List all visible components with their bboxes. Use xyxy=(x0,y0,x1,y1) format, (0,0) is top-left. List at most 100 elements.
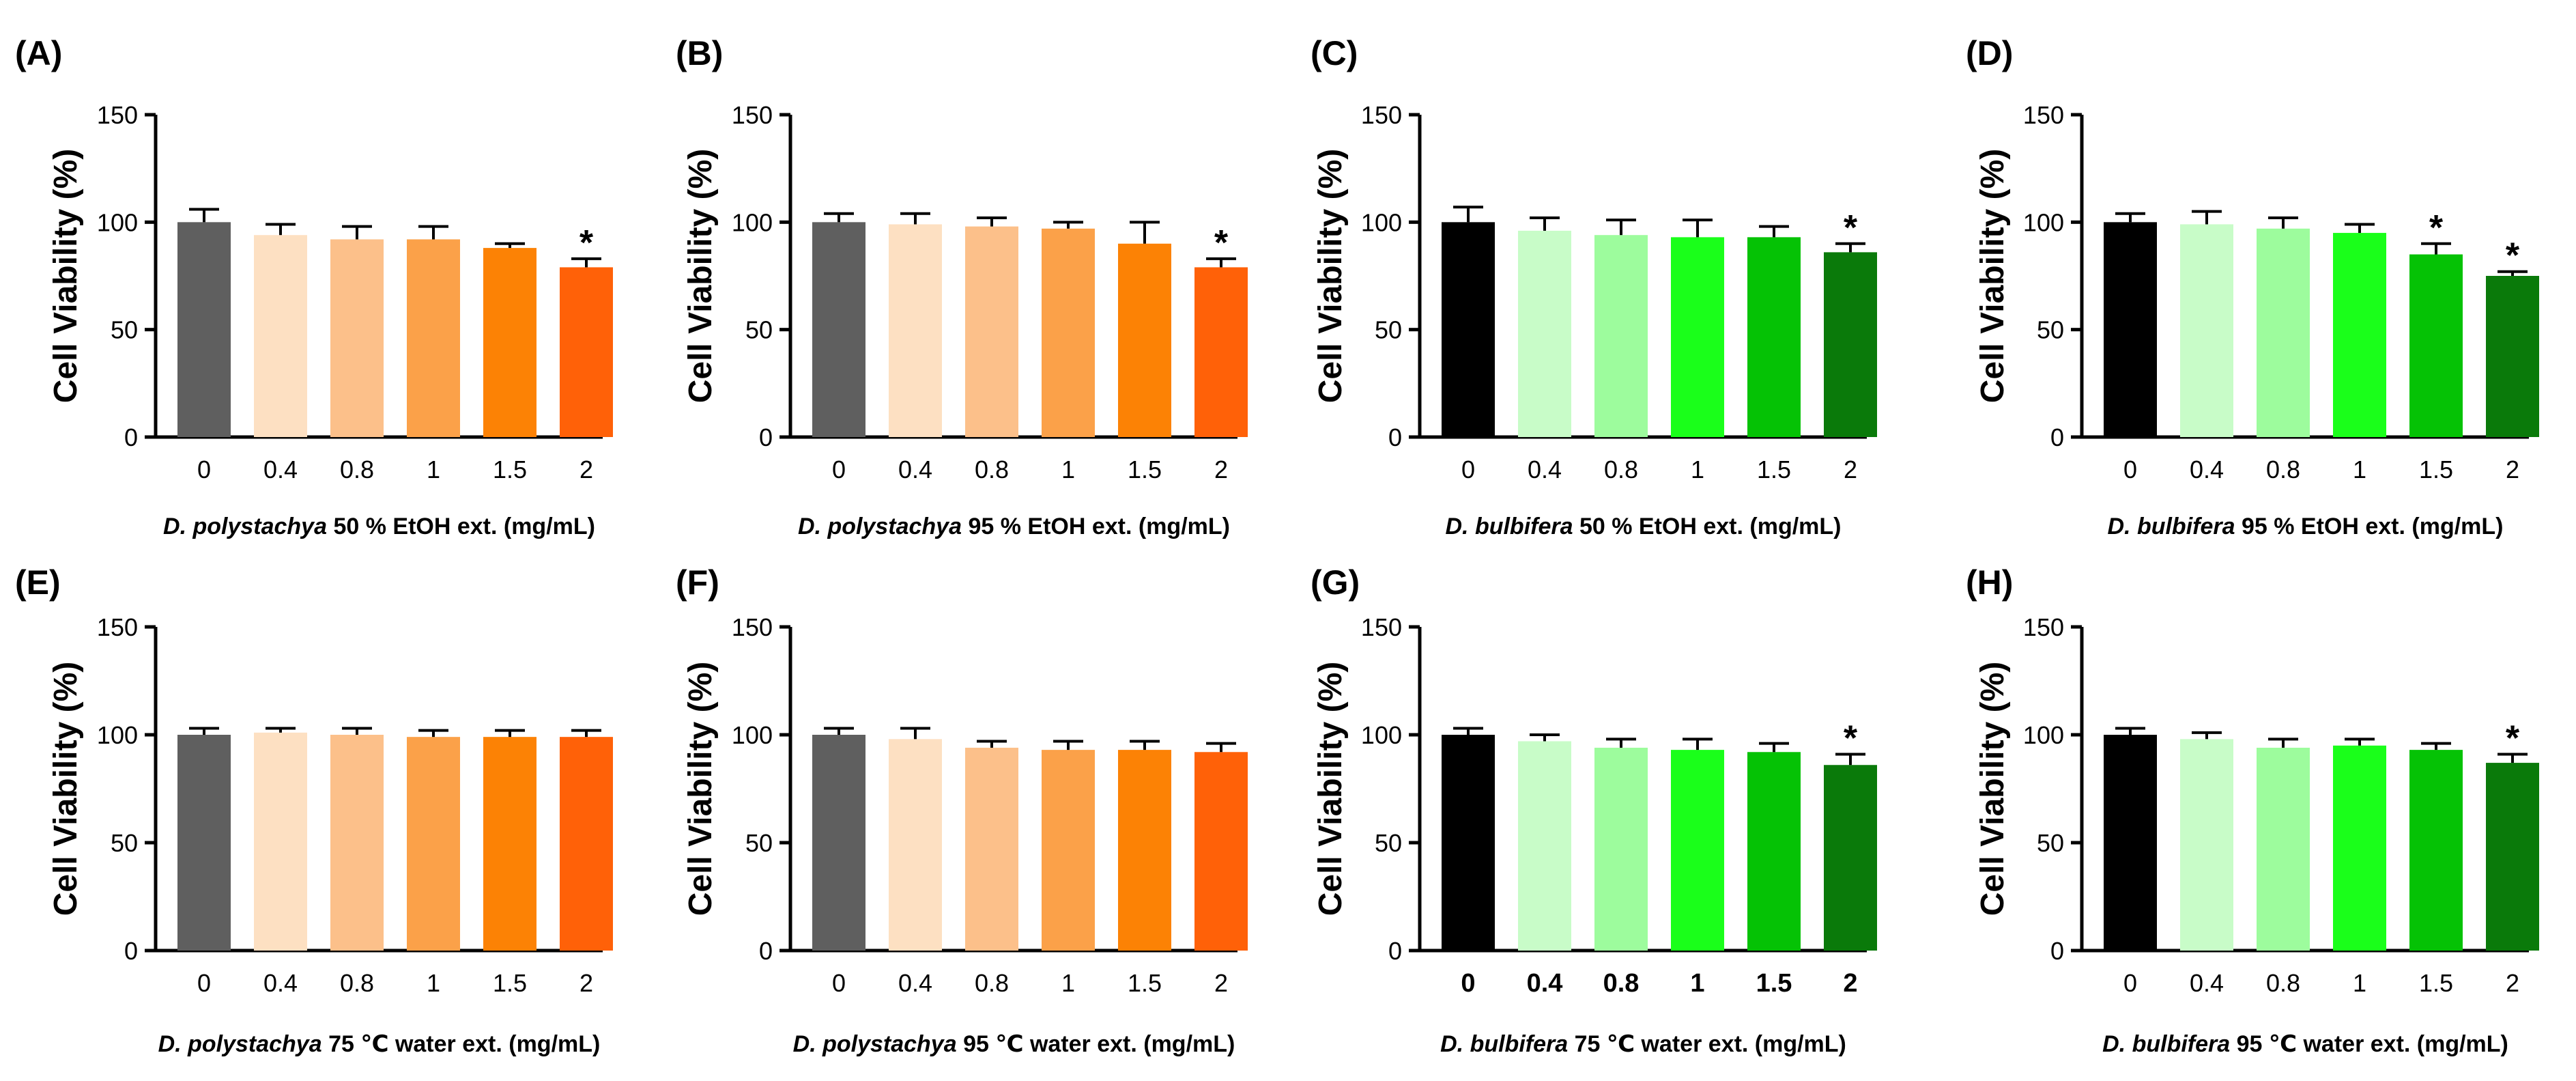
x-tick-label: 1 xyxy=(2353,455,2366,483)
y-tick-label: 0 xyxy=(2050,423,2064,451)
bar xyxy=(1194,752,1248,951)
bar xyxy=(1747,752,1801,951)
bar xyxy=(2257,747,2310,951)
bar xyxy=(254,235,307,437)
bar xyxy=(1442,222,1495,437)
x-axis-label-species: D. polystachya xyxy=(798,514,962,539)
panel-a: (A) Cell Viability (%) 0 50 100 150 0 0.4 0.8 1 1.… xyxy=(15,34,613,539)
y-tick-label: 150 xyxy=(1361,613,1402,641)
x-tick-label: 1 xyxy=(427,969,440,997)
y-axis-label: Cell Viability (%) xyxy=(1975,662,2011,916)
x-tick-label: 1.5 xyxy=(493,969,527,997)
x-axis-label-species: D. bulbifera xyxy=(1446,514,1573,539)
y-axis-label: Cell Viability (%) xyxy=(683,149,719,404)
x-axis-label: D. polystachya 95 % EtOH ext. (mg/mL) xyxy=(798,514,1230,539)
x-axis-label-rest: 95 ℃ water ext. (mg/mL) xyxy=(957,1031,1235,1057)
y-axis-label: Cell Viability (%) xyxy=(1975,149,2011,404)
bar xyxy=(2180,739,2233,951)
y-tick-label: 100 xyxy=(2023,208,2064,236)
x-tick-label: 1.5 xyxy=(2419,455,2453,483)
bar xyxy=(2180,224,2233,437)
bar xyxy=(965,747,1018,951)
x-tick-label: 1.5 xyxy=(1128,969,1162,997)
x-tick-label: 0.8 xyxy=(2266,969,2300,997)
bar xyxy=(1042,228,1095,437)
x-tick-label: 0.8 xyxy=(975,969,1009,997)
x-tick-label: 1 xyxy=(2353,969,2366,997)
y-tick-label: 50 xyxy=(2037,829,2064,857)
x-tick-label: 0 xyxy=(1461,455,1475,483)
y-tick-label: 0 xyxy=(759,423,773,451)
y-axis-label: Cell Viability (%) xyxy=(48,149,84,404)
panel-h: (H) Cell Viability (%) 0 50 100 150 0 0.4 0.8 1 1.… xyxy=(1966,563,2539,1057)
bar xyxy=(1671,750,1724,951)
bar xyxy=(2409,254,2463,437)
y-axis-label: Cell Viability (%) xyxy=(1313,662,1349,916)
y-tick-label: 150 xyxy=(732,101,773,129)
x-axis-label-rest: 50 % EtOH ext. (mg/mL) xyxy=(1573,514,1842,539)
y-tick-label: 100 xyxy=(1361,208,1402,236)
bar xyxy=(2409,750,2463,951)
bar xyxy=(2333,745,2386,951)
bar xyxy=(1194,267,1248,437)
bar xyxy=(1594,747,1648,951)
x-tick-label: 1.5 xyxy=(493,455,527,483)
x-tick-label: 0.4 xyxy=(1528,455,1562,483)
bar xyxy=(2257,228,2310,437)
x-axis-label-rest: 95 % EtOH ext. (mg/mL) xyxy=(962,514,1230,539)
x-axis-label: D. bulbifera 50 % EtOH ext. (mg/mL) xyxy=(1446,514,1842,539)
x-tick-label: 0.4 xyxy=(898,455,932,483)
bar xyxy=(1747,237,1801,437)
x-axis-label-species: D. polystachya xyxy=(163,514,327,539)
x-tick-label: 0.8 xyxy=(340,969,374,997)
x-axis-label-species: D. polystachya xyxy=(793,1031,957,1057)
panel-g: (G) Cell Viability (%) 0 50 100 150 0 0.4 0.8 1 1.… xyxy=(1311,563,1877,1057)
x-tick-label: 0.4 xyxy=(898,969,932,997)
significance-marker: * xyxy=(1214,223,1229,263)
panel-letter: (H) xyxy=(1966,563,2013,602)
bar xyxy=(560,737,613,951)
x-tick-label: 0.4 xyxy=(2190,969,2224,997)
y-axis-label: Cell Viability (%) xyxy=(1313,149,1349,404)
x-tick-label: 1 xyxy=(1691,455,1704,483)
x-axis-label-rest: 50 % EtOH ext. (mg/mL) xyxy=(327,514,595,539)
y-tick-label: 50 xyxy=(1375,316,1402,344)
significance-marker: * xyxy=(2506,718,2520,758)
x-axis-label-rest: 95 ℃ water ext. (mg/mL) xyxy=(2230,1031,2508,1057)
panel-f: (F) Cell Viability (%) 0 50 100 150 0 0.4 0.8 1 1.… xyxy=(676,563,1248,1057)
y-tick-label: 150 xyxy=(1361,101,1402,129)
x-axis-label-species: D. bulbifera xyxy=(1440,1031,1568,1057)
x-axis-label: D. bulbifera 75 ℃ water ext. (mg/mL) xyxy=(1440,1031,1846,1057)
bar xyxy=(1442,735,1495,951)
panel-e: (E) Cell Viability (%) 0 50 100 150 0 0.4 0.8 1 1.… xyxy=(15,563,613,1057)
y-tick-label: 150 xyxy=(2023,101,2064,129)
bar xyxy=(1824,765,1877,951)
panel-letter: (B) xyxy=(676,34,723,72)
panel-letter: (E) xyxy=(15,563,61,602)
bar xyxy=(2486,276,2539,437)
y-tick-label: 50 xyxy=(745,829,773,857)
x-axis-label: D. polystachya 95 ℃ water ext. (mg/mL) xyxy=(793,1031,1235,1057)
x-axis-label-rest: 95 % EtOH ext. (mg/mL) xyxy=(2235,514,2504,539)
x-tick-label: 1.5 xyxy=(1128,455,1162,483)
bar xyxy=(2104,222,2157,437)
bar xyxy=(330,735,384,951)
y-tick-label: 100 xyxy=(732,208,773,236)
x-tick-label: 0.8 xyxy=(340,455,374,483)
significance-marker: * xyxy=(579,223,594,263)
x-tick-label: 2 xyxy=(2506,455,2519,483)
x-axis-label: D. bulbifera 95 % EtOH ext. (mg/mL) xyxy=(2108,514,2504,539)
x-tick-label: 0 xyxy=(832,969,846,997)
significance-marker: * xyxy=(2429,208,2444,248)
x-tick-label: 0.8 xyxy=(1604,455,1638,483)
bar xyxy=(1594,235,1648,437)
y-tick-label: 50 xyxy=(111,316,138,344)
y-tick-label: 100 xyxy=(97,208,138,236)
y-tick-label: 100 xyxy=(97,721,138,749)
x-tick-label: 0 xyxy=(1461,969,1475,998)
x-axis-label-species: D. bulbifera xyxy=(2108,514,2235,539)
bar xyxy=(2333,233,2386,437)
panel-letter: (C) xyxy=(1311,34,1358,72)
y-tick-label: 150 xyxy=(2023,613,2064,641)
